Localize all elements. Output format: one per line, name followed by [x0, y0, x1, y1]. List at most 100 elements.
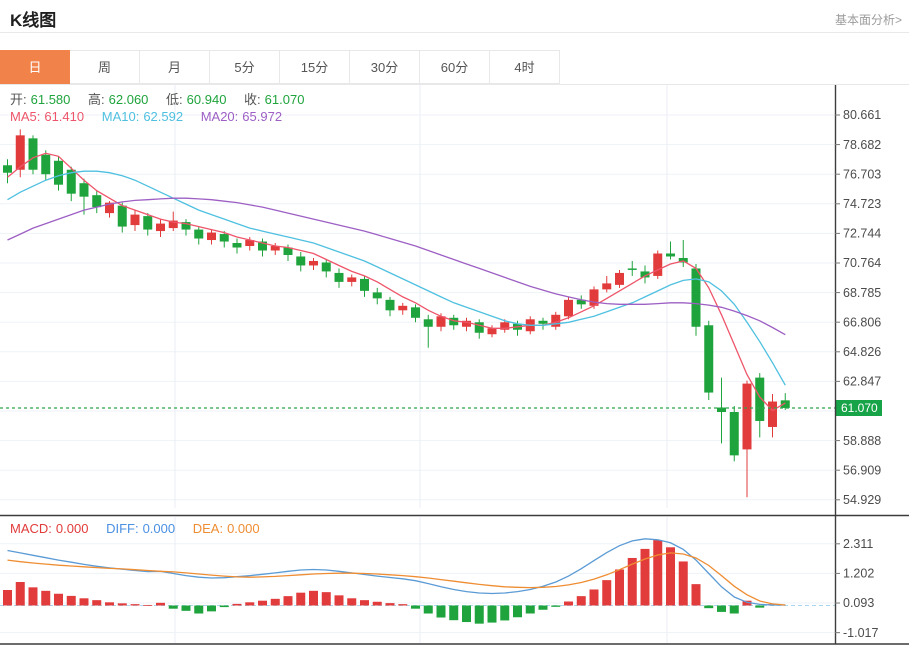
macd-bar	[462, 605, 471, 623]
ma20-label: MA20:	[200, 109, 239, 124]
ma5-line	[7, 152, 786, 412]
period-tab-1[interactable]: 日	[0, 50, 70, 84]
macd-bar	[602, 580, 612, 606]
low-value: 60.940	[186, 92, 227, 107]
candle-body	[334, 272, 344, 282]
candle-body	[589, 289, 599, 306]
high-label: 高:	[88, 92, 105, 107]
candle-body	[717, 407, 726, 413]
macd-bar	[360, 600, 369, 606]
candle-body	[602, 283, 612, 290]
price-axis-label: 58.888	[843, 434, 881, 448]
macd-bar	[500, 605, 510, 621]
macd-bar	[678, 561, 688, 606]
candle-body	[168, 220, 178, 229]
candle-body	[640, 271, 650, 278]
macd-bar	[270, 598, 280, 606]
macd-bar	[423, 605, 433, 614]
period-tab-8[interactable]: 4时	[490, 50, 560, 84]
candle-body	[181, 222, 191, 230]
macd-bar	[28, 587, 38, 606]
macd-bar	[691, 584, 701, 606]
candle-body	[538, 320, 548, 324]
macd-bar	[143, 604, 153, 606]
candle-body	[28, 138, 38, 170]
candle-body	[564, 299, 573, 317]
macd-bar	[627, 557, 637, 606]
price-axis-label: 62.847	[843, 375, 881, 389]
macd-axis-label: 2.311	[843, 537, 873, 551]
candle-body	[576, 299, 586, 305]
candle-body	[780, 400, 790, 408]
candle-body	[372, 292, 382, 299]
ma10-value: 62.592	[143, 109, 184, 124]
candle-body	[194, 229, 204, 239]
candle-body	[755, 377, 765, 421]
macd-bar	[729, 605, 739, 614]
ma20-line	[7, 197, 786, 336]
period-tab-4[interactable]: 5分	[210, 50, 280, 84]
dea-value: 0.000	[227, 521, 260, 536]
macd-bar	[742, 600, 752, 606]
macd-bar	[219, 605, 229, 608]
close-value: 61.070	[264, 92, 305, 107]
macd-bar	[436, 605, 446, 618]
candle-body	[487, 328, 497, 335]
candle-body	[678, 257, 688, 263]
macd-bar	[92, 600, 102, 606]
price-axis-label: 80.661	[843, 108, 881, 122]
macd-bar	[474, 605, 484, 624]
current-price-badge-label: 61.070	[841, 401, 878, 415]
macd-bar	[130, 604, 140, 606]
macd-axis-label: 0.093	[843, 596, 874, 610]
macd-bar	[41, 590, 51, 606]
open-label: 开:	[10, 92, 27, 107]
candle-body	[436, 316, 446, 327]
candle-body	[666, 253, 675, 257]
macd-bar	[79, 598, 89, 606]
period-tab-5[interactable]: 15分	[280, 50, 350, 84]
price-axis-label: 66.806	[843, 315, 881, 329]
macd-bar	[589, 589, 599, 606]
price-axis-label: 72.744	[843, 227, 881, 241]
macd-bar	[232, 603, 242, 606]
macd-bar	[54, 593, 63, 606]
candle-body	[207, 232, 216, 241]
close-label: 收:	[244, 92, 261, 107]
period-tab-7[interactable]: 60分	[420, 50, 490, 84]
candle-body	[232, 243, 242, 248]
period-tab-6[interactable]: 30分	[350, 50, 420, 84]
candle-body	[627, 268, 637, 270]
macd-bar	[666, 547, 675, 606]
period-tab-2[interactable]: 周	[70, 50, 140, 84]
macd-bar	[207, 605, 216, 612]
macd-bar	[755, 605, 765, 608]
fundamental-analysis-link[interactable]: 基本面分析>	[834, 13, 902, 27]
page-title: K线图	[10, 11, 57, 30]
macd-bar	[3, 590, 12, 606]
macd-bar	[576, 596, 586, 606]
macd-bar	[449, 605, 459, 621]
candle-body	[474, 322, 484, 333]
dea-line	[7, 552, 786, 606]
candle-body	[41, 154, 51, 175]
ma5-label: MA5:	[10, 109, 41, 124]
candle-body	[54, 160, 63, 185]
candle-body	[219, 234, 229, 242]
candle-body	[449, 317, 459, 326]
candle-body	[729, 412, 739, 456]
macd-bar	[525, 605, 535, 614]
candle-body	[704, 325, 714, 393]
period-tab-3[interactable]: 月	[140, 50, 210, 84]
period-tabbar: 日周月 5分 15分 30分 60分 4时	[0, 50, 909, 85]
current-price-badge	[836, 400, 882, 416]
diff-value: 0.000	[142, 521, 176, 536]
price-axis: 80.661 78.682 76.703 74.723 72.744 70.764 68.7…	[835, 108, 881, 507]
price-axis-label: 76.703	[843, 167, 881, 181]
macd-bar	[258, 600, 267, 606]
candle-body	[79, 183, 89, 197]
macd-bar	[385, 603, 395, 606]
candle-body	[270, 246, 280, 251]
macd-axis-label: -1.017	[843, 626, 878, 640]
